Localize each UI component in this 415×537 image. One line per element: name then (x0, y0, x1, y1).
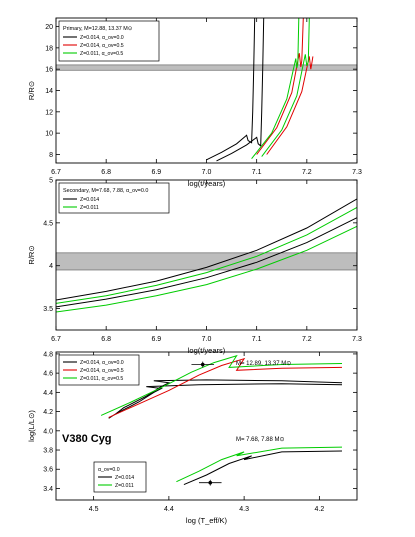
x-tick-label: 6.7 (51, 336, 61, 343)
x-tick-label: 4.4 (164, 506, 174, 513)
x-tick-label: 7.3 (352, 169, 362, 176)
series-line-5 (261, 18, 310, 157)
legend-primary-0-label: Z=0.014, α_ov=0.0 (80, 360, 124, 366)
x-tick-label: 6.7 (51, 169, 61, 176)
series-line-2 (256, 18, 304, 155)
series-line-3 (266, 56, 314, 155)
x-tick-label: 7.0 (202, 336, 212, 343)
y-tick-label: 4.0 (43, 428, 53, 435)
legend-title: Primary, M=12.88, 13.37 M⊙ (63, 26, 132, 32)
x-tick-label: 7.2 (302, 169, 312, 176)
series-line-2 (108, 357, 343, 418)
legend-title: Secondary, M=7.68, 7.88, α_ov=0.0 (63, 188, 148, 194)
y-axis-label: R/R⊙ (27, 245, 36, 264)
series-line-3 (56, 225, 357, 313)
plot-frame (55, 351, 358, 501)
x-axis-label: log(t/years) (188, 346, 226, 355)
y-axis-label: R/R⊙ (27, 81, 36, 100)
y-tick-label: 3.5 (43, 306, 53, 313)
y-tick-label: 4.6 (43, 371, 53, 378)
y-tick-label: 4 (49, 263, 53, 270)
y-axis-label: log(L/L⊙) (27, 410, 36, 442)
x-axis-label: log (T_eff/K) (186, 516, 228, 525)
y-tick-label: 10 (45, 131, 53, 138)
x-tick-label: 7.2 (302, 336, 312, 343)
y-tick-label: 14 (45, 88, 53, 95)
y-tick-label: 4.2 (43, 409, 53, 416)
star-name-label: V380 Cyg (62, 433, 112, 445)
legend-primary-1-label: Z=0.014, α_ov=0.5 (80, 368, 124, 374)
legend-secondary-0-label: Z=0.014 (115, 475, 134, 481)
legend-entry-0-label: Z=0.014 (80, 197, 99, 203)
legend-entry-1-label: Z=0.014, α_ov=0.5 (80, 43, 124, 49)
y-tick-label: 20 (45, 24, 53, 31)
x-tick-label: 4.3 (239, 506, 249, 513)
x-tick-label: 4.5 (89, 506, 99, 513)
legend-secondary-title: α_ov=0.0 (98, 467, 120, 473)
top-panel-radius-vs-age: 6.7 6.8 6.9 7.0 7.1 7.2 7.38101214161820log(t/… (27, 17, 362, 188)
x-tick-label: 6.9 (151, 336, 161, 343)
y-tick-label: 8 (49, 152, 53, 159)
secondary-mass-annotation: M= 7.68, 7.88 M⊙ (236, 437, 285, 443)
observed-point-1 (208, 480, 213, 485)
y-tick-label: 4.8 (43, 351, 53, 358)
y-tick-label: 3.4 (43, 486, 53, 493)
y-tick-label: 16 (45, 67, 53, 74)
x-tick-label: 7.0 (202, 169, 212, 176)
series-line-0 (56, 198, 357, 301)
series-line-1 (216, 18, 265, 162)
series-line-1 (56, 217, 357, 308)
series-line-1 (115, 379, 343, 414)
legend-secondary-1-label: Z=0.011 (115, 483, 134, 489)
primary-mass-annotation: M= 12.89, 13.37 M⊙ (236, 361, 291, 367)
y-tick-label: 3.8 (43, 448, 53, 455)
legend-box (58, 182, 170, 214)
x-tick-label: 7.1 (252, 169, 262, 176)
x-tick-label: 7.3 (352, 336, 362, 343)
y-tick-label: 4.4 (43, 390, 53, 397)
x-tick-label: 6.8 (101, 169, 111, 176)
x-tick-label: 6.8 (101, 336, 111, 343)
series-line-2 (56, 206, 357, 304)
bottom-panel-hr-diagram: 4.5 4.4 4.3 4.2 3.4 3.6 3.8 4.0 4.2 4.4 4.6 4.8 log … (27, 351, 358, 525)
x-tick-label: 4.2 (315, 506, 325, 513)
legend-entry-2-label: Z=0.011, α_ov=0.5 (80, 51, 123, 57)
legend-primary-2-label: Z=0.011, α_ov=0.5 (80, 376, 123, 382)
observed-point-0 (200, 362, 205, 367)
y-tick-label: 4.5 (43, 220, 53, 227)
series-line-4 (183, 450, 343, 486)
series-line-5 (176, 446, 343, 483)
legend-box (58, 20, 160, 62)
legend-entry-0-label: Z=0.014, α_ov=0.0 (80, 35, 124, 41)
series-line-4 (251, 18, 300, 160)
series-line-3 (100, 354, 343, 416)
x-tick-label: 7.1 (252, 336, 262, 343)
y-tick-label: 18 (45, 45, 53, 52)
series-line-0 (108, 383, 343, 419)
series-line-0 (206, 18, 256, 161)
x-tick-label: 6.9 (151, 169, 161, 176)
legend-entry-1-label: Z=0.011 (80, 205, 99, 211)
y-tick-label: 12 (45, 109, 53, 116)
middle-panel-radius-vs-age: 6.7 6.8 6.9 7.0 7.1 7.2 7.3 3.5 4 4.5 5 log(t/years… (27, 178, 362, 356)
y-tick-label: 5 (49, 178, 53, 185)
y-tick-label: 3.6 (43, 467, 53, 474)
